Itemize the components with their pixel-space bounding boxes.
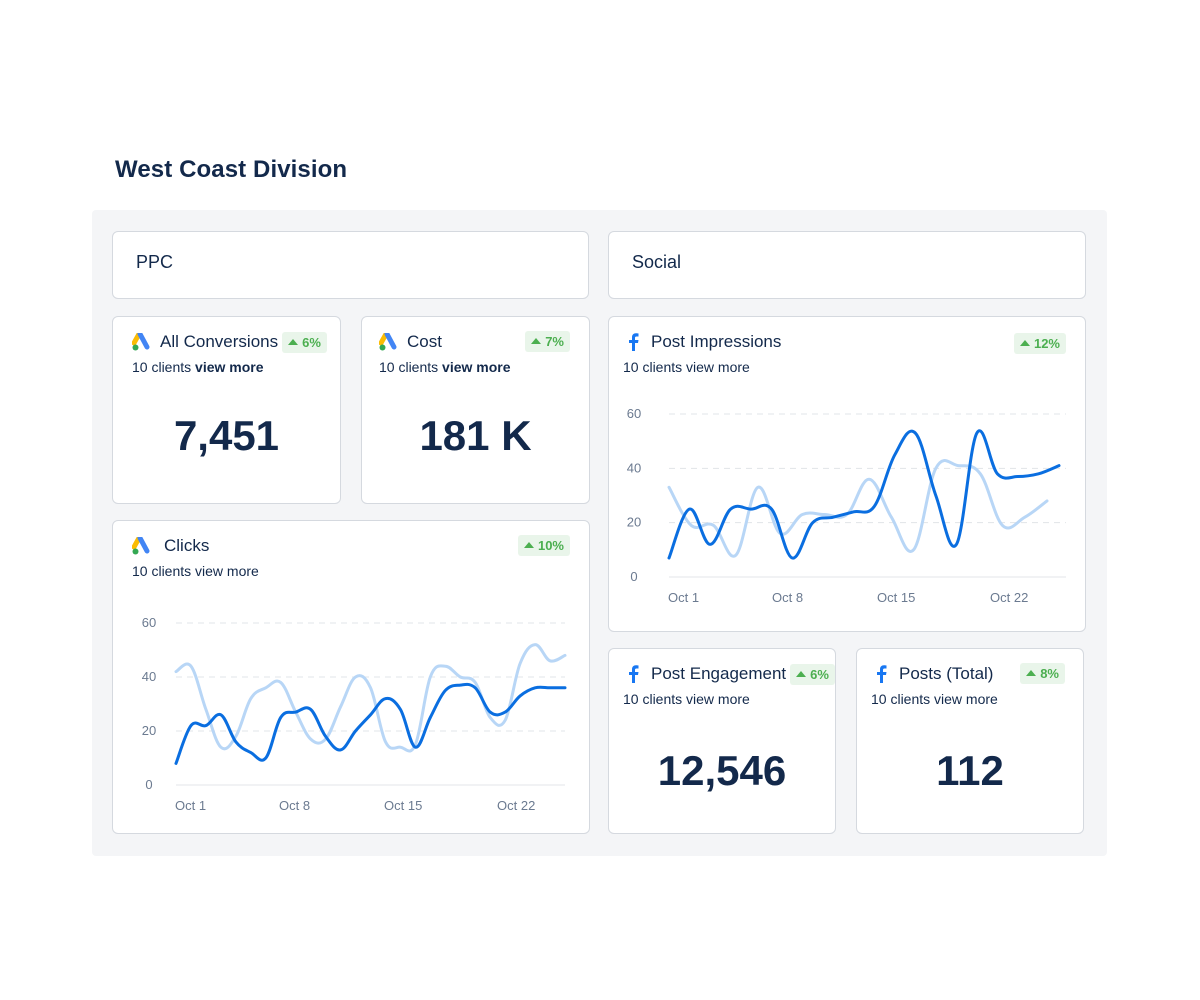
card-all-conversions[interactable]: All Conversions 6% 10 clients view more …: [112, 316, 341, 504]
card-post-impressions[interactable]: Post Impressions 12% 10 clients view mor…: [608, 316, 1086, 632]
card-cost[interactable]: Cost 7% 10 clients view more 181 K: [361, 316, 590, 504]
card-clicks[interactable]: Clicks 10% 10 clients view more 0 20 40 60 O…: [112, 520, 590, 834]
current-period-line: [174, 682, 567, 765]
previous-period-line: [667, 459, 1049, 558]
x-tick-label: Oct 1: [175, 798, 206, 813]
facebook-icon: [623, 332, 643, 352]
x-tick-label: Oct 22: [990, 590, 1028, 605]
y-tick-label: 20: [142, 723, 156, 738]
card-title: Post Impressions: [651, 332, 782, 351]
change-badge: 8%: [1020, 663, 1065, 684]
x-tick-label: Oct 8: [279, 798, 310, 813]
current-period-line: [667, 429, 1061, 560]
view-more-link[interactable]: view more: [195, 359, 264, 375]
up-arrow-icon: [288, 338, 299, 345]
card-title: All Conversions: [160, 332, 279, 351]
card-title: Posts (Total): [899, 664, 994, 683]
card-subtitle: 10 clients view more: [132, 359, 264, 375]
card-subtitle[interactable]: 10 clients view more: [623, 691, 750, 707]
section-ppc: PPC: [112, 231, 589, 299]
x-tick-label: Oct 15: [384, 798, 422, 813]
x-tick-label: Oct 8: [772, 590, 803, 605]
y-tick-label: 60: [627, 406, 641, 421]
up-arrow-icon: [531, 338, 542, 344]
change-badge: 10%: [517, 535, 570, 556]
card-post-engagement[interactable]: Post Engagement 6% 10 clients view more …: [608, 648, 836, 834]
up-arrow-icon: [1026, 670, 1037, 676]
y-tick-label: 0: [630, 569, 637, 584]
y-tick-label: 40: [142, 669, 156, 684]
change-badge: 12%: [1013, 333, 1066, 354]
section-title-ppc: PPC: [136, 252, 174, 272]
view-more-link[interactable]: view more: [442, 359, 511, 375]
google-ads-icon: [132, 536, 152, 556]
metric-value: 7,451: [173, 412, 280, 459]
card-subtitle[interactable]: 10 clients view more: [623, 359, 750, 375]
y-tick-label: 20: [627, 515, 641, 530]
metric-value: 12,546: [657, 747, 787, 794]
up-arrow-icon: [796, 670, 807, 677]
google-ads-icon: [379, 332, 399, 352]
card-title: Post Engagement: [651, 664, 787, 683]
page-title: West Coast Division: [115, 156, 348, 183]
change-badge: 7%: [525, 331, 570, 352]
card-title: Clicks: [164, 536, 210, 555]
card-posts-total[interactable]: Posts (Total) 8% 10 clients view more 11…: [856, 648, 1084, 834]
change-badge: 6%: [790, 663, 835, 685]
facebook-icon: [623, 664, 643, 684]
card-subtitle[interactable]: 10 clients view more: [132, 563, 259, 579]
change-badge: 6%: [282, 331, 327, 353]
up-arrow-icon: [1019, 340, 1030, 346]
metric-value: 181 K: [419, 412, 532, 459]
card-subtitle: 10 clients view more: [379, 359, 511, 375]
section-title-social: Social: [632, 252, 682, 272]
post-impressions-line-chart: 0 20 40 60 Oct 1 Oct 8 Oct 15 Oct 22: [627, 406, 1066, 605]
x-tick-label: Oct 22: [497, 798, 535, 813]
x-tick-label: Oct 1: [668, 590, 699, 605]
card-title: Cost: [407, 332, 442, 351]
x-tick-label: Oct 15: [877, 590, 915, 605]
y-tick-label: 0: [145, 777, 152, 792]
dashboard-panel: PPC Social All Conversions 6% 10 clients…: [92, 210, 1107, 856]
y-tick-label: 60: [142, 615, 156, 630]
google-ads-icon: [132, 332, 152, 352]
card-subtitle[interactable]: 10 clients view more: [871, 691, 998, 707]
facebook-icon: [871, 664, 891, 684]
section-social: Social: [608, 231, 1086, 299]
up-arrow-icon: [523, 542, 534, 548]
clicks-line-chart: 0 20 40 60 Oct 1 Oct 8 Oct 15 Oct 22: [142, 615, 567, 813]
previous-period-line: [174, 643, 567, 753]
metric-value: 112: [936, 747, 1004, 794]
y-tick-label: 40: [627, 460, 641, 475]
